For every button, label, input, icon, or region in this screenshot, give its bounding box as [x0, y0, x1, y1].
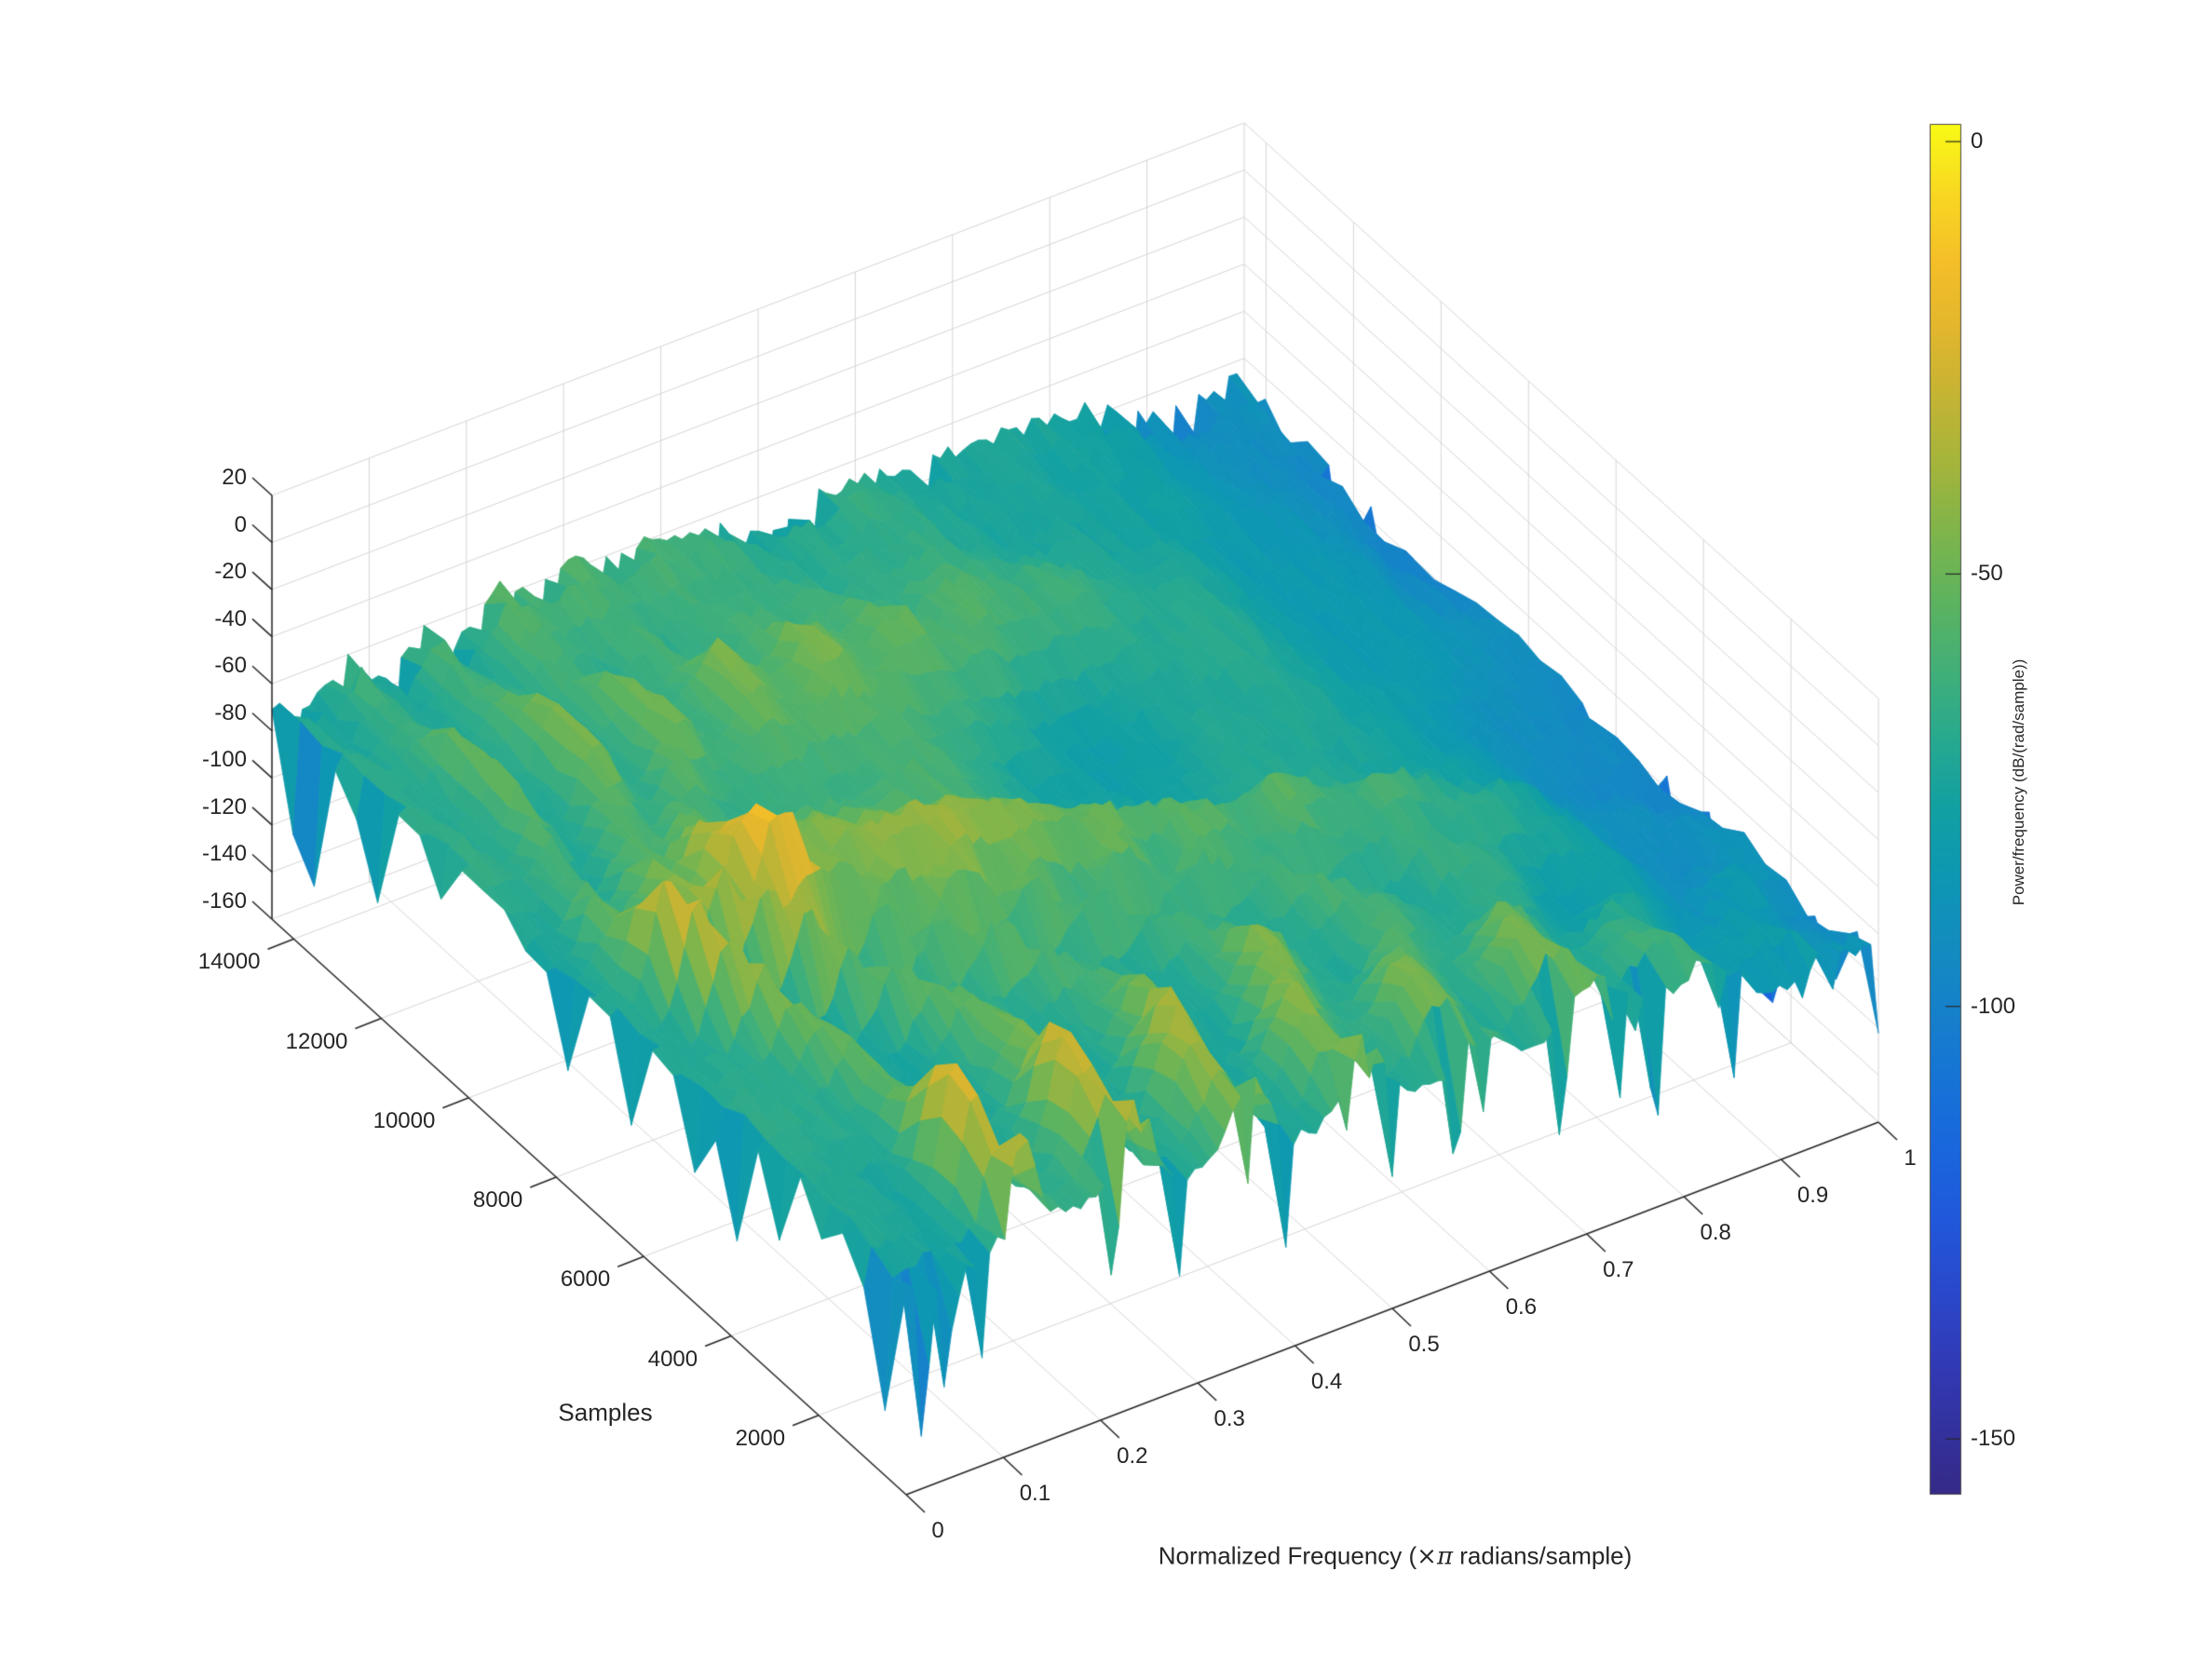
colorbar-title: Power/frequency (dB/(rad/sample)) [2010, 658, 2027, 906]
y-axis-title: Samples [558, 1398, 653, 1427]
plot-area-3d [177, 84, 1918, 1555]
x-axis-title-suffix: radians/sample) [1453, 1541, 1633, 1570]
x-axis-title-prefix: Normalized Frequency ( [1158, 1541, 1417, 1570]
colorbar [1930, 124, 1961, 1495]
x-axis-title: Normalized Frequency (×π radians/sample) [1159, 1542, 1633, 1571]
x-axis-title-math-pi: ×π [1417, 1542, 1454, 1571]
